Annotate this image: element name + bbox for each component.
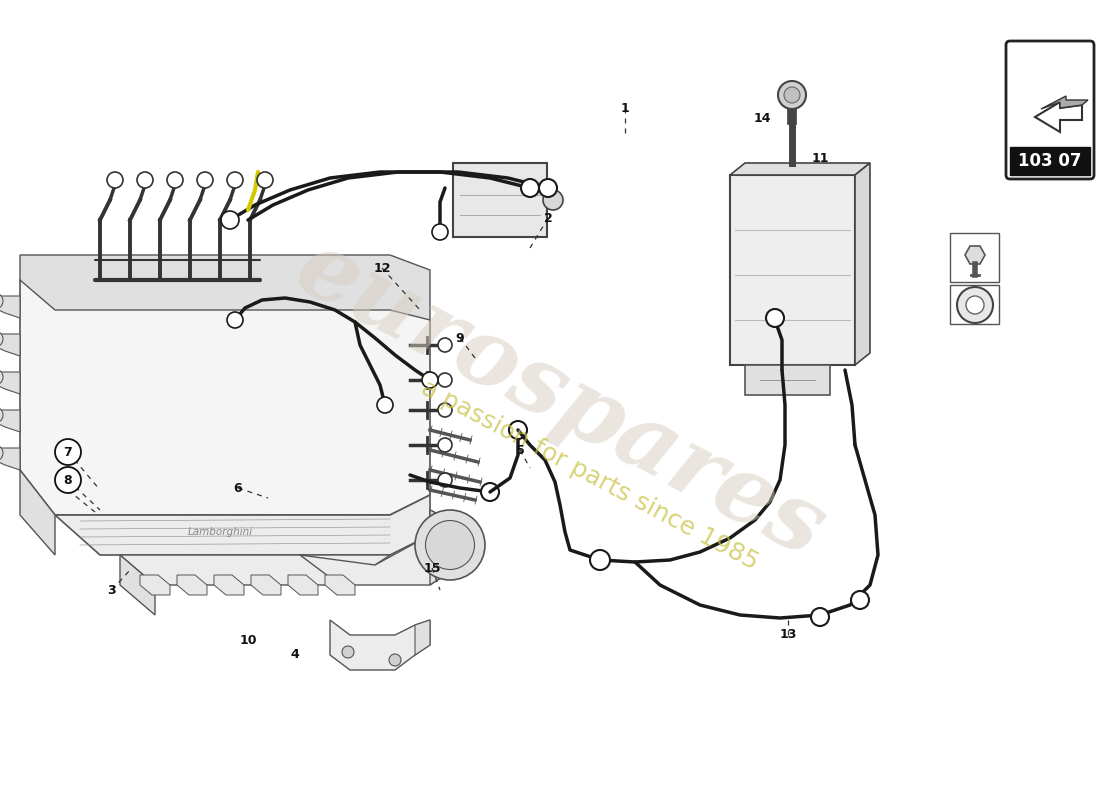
Text: 9: 9 [455, 331, 464, 345]
Polygon shape [730, 163, 870, 175]
Circle shape [0, 369, 3, 385]
Circle shape [784, 87, 800, 103]
Circle shape [227, 312, 243, 328]
Circle shape [0, 331, 3, 347]
Polygon shape [288, 575, 318, 595]
FancyBboxPatch shape [1010, 147, 1090, 175]
FancyBboxPatch shape [453, 163, 547, 237]
Circle shape [766, 309, 784, 327]
Polygon shape [415, 620, 430, 655]
Polygon shape [330, 620, 430, 670]
Polygon shape [324, 575, 355, 595]
Polygon shape [1041, 96, 1088, 109]
Text: 1: 1 [620, 102, 629, 114]
Circle shape [422, 372, 438, 388]
Text: 103 07: 103 07 [1019, 152, 1081, 170]
Polygon shape [0, 296, 20, 318]
Polygon shape [300, 510, 460, 585]
Text: eurospares: eurospares [280, 223, 839, 577]
Text: 14: 14 [754, 111, 771, 125]
Text: 8: 8 [64, 474, 73, 486]
Circle shape [107, 172, 123, 188]
Polygon shape [177, 575, 207, 595]
Text: 11: 11 [812, 151, 828, 165]
FancyBboxPatch shape [730, 175, 855, 365]
Text: 5: 5 [516, 443, 525, 457]
Circle shape [521, 179, 539, 197]
Circle shape [438, 438, 452, 452]
Circle shape [55, 439, 81, 465]
Text: 4: 4 [290, 649, 299, 662]
FancyBboxPatch shape [950, 285, 999, 324]
Polygon shape [251, 575, 280, 595]
Circle shape [221, 211, 239, 229]
Circle shape [590, 550, 610, 570]
Circle shape [509, 421, 527, 439]
Circle shape [966, 296, 984, 314]
Circle shape [227, 172, 243, 188]
Circle shape [811, 608, 829, 626]
Circle shape [138, 172, 153, 188]
Polygon shape [20, 255, 430, 320]
Polygon shape [140, 575, 170, 595]
Text: 13: 13 [779, 629, 796, 642]
Circle shape [377, 397, 393, 413]
Polygon shape [0, 448, 20, 470]
Text: 15: 15 [424, 562, 441, 574]
Circle shape [851, 591, 869, 609]
Circle shape [415, 510, 485, 580]
Polygon shape [20, 280, 430, 515]
Circle shape [197, 172, 213, 188]
Circle shape [389, 654, 402, 666]
Circle shape [342, 646, 354, 658]
Text: a passion for parts since 1985: a passion for parts since 1985 [417, 376, 762, 574]
Text: 3: 3 [108, 583, 117, 597]
Text: Lamborghini: Lamborghini [187, 527, 253, 537]
Text: 7: 7 [64, 446, 73, 458]
Polygon shape [214, 575, 244, 595]
Polygon shape [55, 495, 430, 555]
Text: 2: 2 [543, 211, 552, 225]
Polygon shape [120, 555, 390, 585]
Circle shape [0, 407, 3, 423]
Circle shape [778, 81, 806, 109]
Circle shape [55, 467, 81, 493]
FancyBboxPatch shape [1006, 41, 1094, 179]
Circle shape [539, 179, 557, 197]
Text: 6: 6 [233, 482, 242, 494]
Polygon shape [0, 372, 20, 394]
Circle shape [0, 445, 3, 461]
Polygon shape [1035, 102, 1082, 132]
Polygon shape [745, 365, 830, 395]
Circle shape [543, 190, 563, 210]
Circle shape [432, 224, 448, 240]
Polygon shape [855, 163, 870, 365]
Text: 12: 12 [373, 262, 390, 274]
Polygon shape [120, 555, 155, 615]
Circle shape [957, 287, 993, 323]
Polygon shape [430, 510, 460, 585]
Circle shape [426, 521, 474, 570]
FancyBboxPatch shape [950, 233, 999, 282]
Circle shape [0, 293, 3, 309]
Circle shape [438, 403, 452, 417]
Circle shape [257, 172, 273, 188]
Text: 10: 10 [240, 634, 256, 646]
Circle shape [167, 172, 183, 188]
Circle shape [438, 338, 452, 352]
Circle shape [438, 373, 452, 387]
Polygon shape [0, 334, 20, 356]
Polygon shape [0, 410, 20, 432]
Circle shape [481, 483, 499, 501]
Circle shape [438, 473, 452, 487]
Polygon shape [965, 246, 985, 264]
Polygon shape [20, 470, 55, 555]
